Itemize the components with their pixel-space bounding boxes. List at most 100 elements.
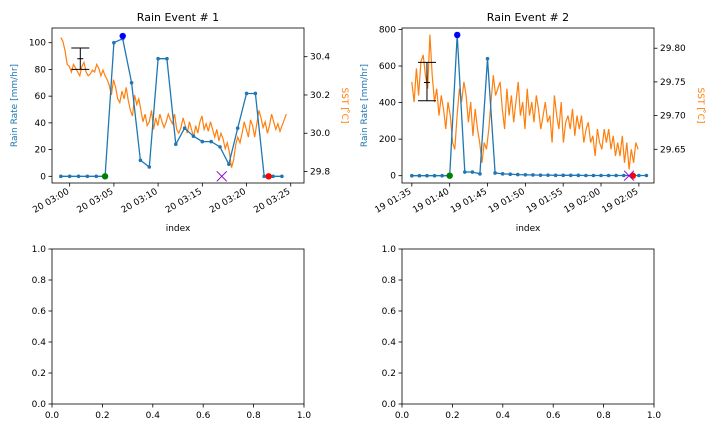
- y2-tick-label: 29.70: [660, 112, 686, 122]
- x-tick-label: 1.0: [647, 411, 662, 421]
- x-tick-label: 20 03:25: [252, 187, 292, 216]
- rain-point: [425, 173, 429, 178]
- y-tick-label: 0.0: [382, 400, 397, 410]
- chart-title: Rain Event # 1: [137, 11, 219, 24]
- x-axis-label: index: [516, 224, 541, 234]
- x-tick-label: 20 03:20: [208, 187, 248, 216]
- x-tick-label: 19 02:00: [563, 187, 603, 216]
- y2-axis-label: SST [ ̊C]: [695, 88, 706, 124]
- x-tick-label: 0.4: [146, 411, 161, 421]
- rain-point: [227, 162, 231, 167]
- sst-series-line: [60, 37, 287, 168]
- rain-point: [182, 126, 187, 131]
- rain-point: [417, 173, 422, 178]
- x-tick-label: 0.8: [596, 411, 611, 421]
- rain-point: [244, 91, 249, 96]
- rain-point: [485, 56, 490, 61]
- rain-point: [561, 173, 565, 178]
- x-tick-label: 0.2: [445, 411, 459, 421]
- rain-point: [262, 174, 267, 179]
- rain-point: [440, 173, 444, 178]
- x-tick-label: 20 03:00: [31, 187, 71, 216]
- rain-point: [515, 172, 520, 177]
- axes-frame: [401, 248, 655, 405]
- rain-point: [553, 173, 558, 178]
- y-tick-label: 0: [390, 172, 396, 182]
- y-tick-label: 40: [35, 119, 47, 129]
- rain-point: [493, 171, 497, 175]
- rain-point: [463, 170, 467, 174]
- rain-point: [138, 158, 143, 163]
- rain-event-1-panel: Rain Event # 120 03:00 20 03:05 20 03:10 20…: [10, 11, 350, 234]
- y-tick-label: 100: [29, 39, 46, 49]
- x-tick-label: 0.6: [546, 411, 561, 421]
- y-tick-label: 0.6: [382, 307, 397, 317]
- rain-point: [173, 142, 178, 147]
- x-tick-label: 0.2: [95, 411, 109, 421]
- rain-point: [576, 173, 581, 178]
- y2-tick-label: 30.0: [310, 129, 330, 139]
- rain-point: [478, 172, 482, 176]
- rain-point: [235, 126, 240, 131]
- x-tick-label: 0.4: [496, 411, 511, 421]
- y-tick-label: 0.0: [32, 400, 47, 410]
- rain-point: [599, 173, 603, 178]
- x-tick-label: 20 03:05: [76, 187, 116, 216]
- start-marker: [101, 173, 109, 180]
- x-tick-label: 19 01:50: [487, 187, 527, 216]
- rain-point: [621, 173, 626, 178]
- end-marker: [265, 173, 272, 180]
- rain-point: [584, 173, 588, 178]
- empty-panel-bottom-right: 0.0 0.2 0.4 0.6 0.8 1.0 0.0 0.2 0.4 0.6 0.8 1.0: [382, 245, 662, 421]
- rain-point: [606, 173, 611, 178]
- rain-point: [59, 174, 63, 179]
- rain-point: [76, 174, 81, 179]
- axes-frame: [51, 248, 305, 405]
- y-axis-label: Rain Rate [mm/hr]: [360, 64, 370, 147]
- rain-point: [591, 173, 596, 178]
- x-tick-label: 19 02:05: [601, 187, 641, 216]
- y-tick-label: 600: [379, 62, 396, 72]
- axes-frame: [401, 27, 655, 184]
- rain-point: [85, 174, 90, 179]
- x-tick-label: 20 03:15: [164, 187, 204, 216]
- rain-point: [280, 174, 284, 179]
- peak-marker: [454, 31, 461, 39]
- y2-tick-label: 29.65: [660, 145, 686, 155]
- rain-point: [112, 40, 116, 45]
- rain-point: [546, 173, 550, 177]
- axes-frame: [51, 27, 305, 184]
- y-tick-label: 0.8: [382, 276, 397, 286]
- rain-point: [531, 173, 535, 177]
- y-tick-label: 80: [35, 65, 47, 75]
- y-tick-label: 0: [40, 172, 46, 182]
- x-marker-stroke-b: [216, 170, 228, 182]
- y-tick-label: 60: [35, 92, 47, 102]
- sst-series-line: [411, 34, 639, 170]
- y-tick-label: 1.0: [382, 245, 397, 255]
- rain-point: [165, 56, 169, 61]
- rain-series-line: [60, 37, 282, 177]
- rain-point: [614, 173, 618, 178]
- x-marker-stroke-b: [623, 170, 635, 182]
- y-tick-label: 400: [379, 99, 396, 109]
- start-marker: [446, 172, 453, 179]
- x-tick-label: 0.0: [45, 411, 60, 421]
- x-tick-label: 0.0: [395, 411, 410, 421]
- y-axis-label: Rain Rate [mm/hr]: [10, 64, 20, 147]
- x-tick-label: 20 03:10: [120, 187, 160, 216]
- rain-point: [253, 91, 258, 96]
- rain-point: [156, 56, 160, 61]
- rain-point: [200, 139, 205, 144]
- y-tick-label: 20: [35, 146, 47, 156]
- y-tick-label: 0.4: [382, 338, 397, 348]
- x-tick-label: 19 01:45: [449, 187, 489, 216]
- rain-point: [410, 173, 414, 178]
- y-tick-label: 800: [379, 25, 396, 35]
- rain-point: [470, 170, 475, 174]
- rain-point: [568, 173, 573, 178]
- x-tick-label: 0.8: [246, 411, 261, 421]
- rain-point: [191, 134, 196, 139]
